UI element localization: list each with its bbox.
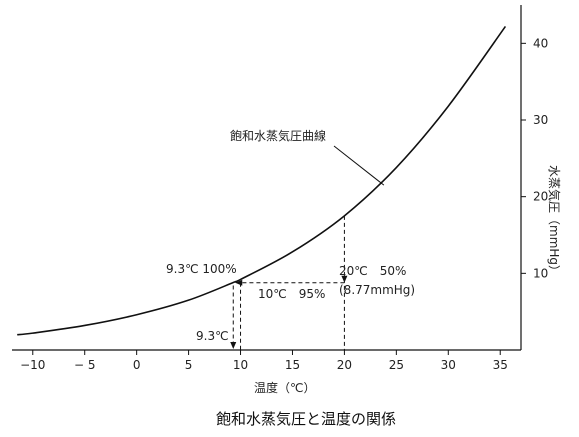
x-tick-label: 10 bbox=[233, 358, 248, 372]
x-tick-label: 0 bbox=[133, 358, 141, 372]
x-tick-label: 5 bbox=[185, 358, 193, 372]
axis-ticks: −10 − 5 0 5 10 15 20 25 30 35 10 20 30 40 bbox=[20, 36, 548, 372]
saturation-curve bbox=[17, 26, 507, 336]
curve-label: 飽和水蒸気圧曲線 bbox=[230, 128, 326, 143]
guide-horizontal-arrow bbox=[235, 279, 243, 286]
x-tick-label: 35 bbox=[493, 358, 508, 372]
point-20-label: 20℃ 50% bbox=[339, 264, 406, 278]
point-93-label: 9.3℃ 100% bbox=[166, 262, 237, 276]
y-axis-label: 水蒸気圧（mmHg） bbox=[547, 165, 562, 277]
y-tick-label: 20 bbox=[533, 190, 548, 204]
guide-dew-arrow bbox=[230, 342, 237, 349]
x-axis-label: 温度（℃） bbox=[254, 380, 315, 395]
x-tick-label: − 5 bbox=[74, 358, 96, 372]
x-tick-label: −10 bbox=[20, 358, 45, 372]
x-tick-label: 15 bbox=[285, 358, 300, 372]
curve-label-leader bbox=[333, 145, 385, 186]
dew-point-label: 9.3℃ bbox=[196, 329, 229, 343]
y-tick-label: 30 bbox=[533, 113, 548, 127]
point-10-label: 10℃ 95% bbox=[258, 287, 325, 301]
y-tick-label: 40 bbox=[533, 36, 548, 50]
reference-guides bbox=[230, 215, 348, 350]
x-tick-label: 25 bbox=[389, 358, 404, 372]
point-20-sublabel: (8.77mmHg) bbox=[339, 283, 415, 297]
y-tick-label: 10 bbox=[533, 266, 548, 280]
chart-axes bbox=[12, 5, 522, 351]
x-tick-label: 20 bbox=[337, 358, 352, 372]
chart-title: 飽和水蒸気圧と温度の関係 bbox=[216, 410, 396, 428]
x-tick-label: 30 bbox=[441, 358, 456, 372]
guide-20-arrow bbox=[341, 275, 348, 283]
